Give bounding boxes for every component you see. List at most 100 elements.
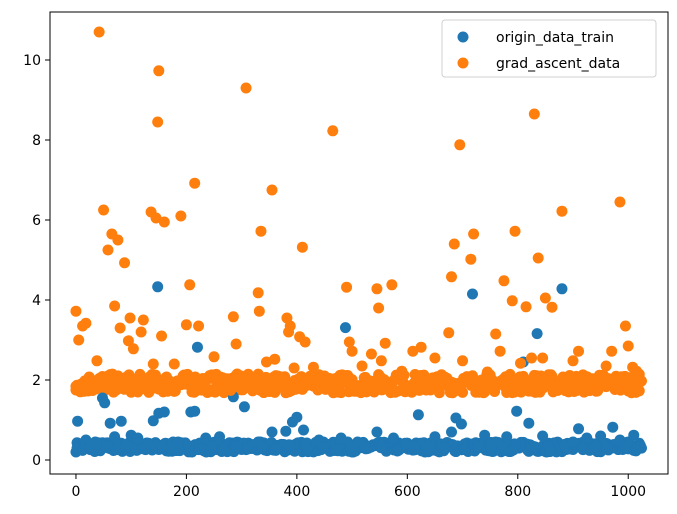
data-point — [137, 442, 149, 454]
data-point — [111, 444, 123, 456]
data-point — [180, 319, 192, 331]
data-point — [147, 358, 159, 370]
data-point — [135, 326, 147, 338]
data-point — [386, 279, 398, 291]
data-point — [461, 376, 473, 388]
data-point — [346, 345, 358, 357]
data-point — [490, 328, 502, 340]
data-point — [112, 234, 124, 246]
data-point — [581, 432, 593, 444]
data-point — [227, 311, 239, 323]
data-point — [161, 379, 173, 391]
data-point — [291, 411, 303, 423]
data-point — [178, 370, 190, 382]
data-point — [560, 442, 572, 454]
data-point — [296, 241, 308, 253]
points-layer — [70, 26, 647, 458]
data-point — [127, 343, 139, 355]
legend-label-origin-data-train: origin_data_train — [496, 30, 614, 46]
data-point — [411, 378, 423, 390]
data-point — [146, 444, 158, 456]
data-point — [351, 385, 363, 397]
data-point — [537, 430, 549, 442]
data-point — [455, 418, 467, 430]
data-point — [153, 65, 165, 77]
data-point — [407, 345, 419, 357]
data-point — [233, 378, 245, 390]
x-tick-label: 800 — [504, 484, 531, 500]
data-point — [257, 442, 269, 454]
data-point — [446, 271, 458, 283]
data-point — [336, 372, 348, 384]
legend-label-grad-ascent-data: grad_ascent_data — [496, 56, 620, 72]
data-point — [152, 281, 164, 293]
data-point — [412, 409, 424, 421]
data-point — [156, 441, 168, 453]
series-1 — [70, 26, 645, 397]
data-point — [375, 355, 387, 367]
data-point — [240, 82, 252, 94]
data-point — [468, 228, 480, 240]
data-point — [264, 385, 276, 397]
data-point — [238, 401, 250, 413]
data-point — [531, 328, 543, 340]
data-point — [597, 369, 609, 381]
data-point — [537, 352, 549, 364]
data-point — [332, 382, 344, 394]
data-point — [619, 320, 631, 332]
data-point — [451, 384, 463, 396]
data-point — [124, 312, 136, 324]
data-point — [109, 300, 121, 312]
data-point — [317, 442, 329, 454]
data-point — [193, 320, 205, 332]
data-point — [419, 383, 431, 395]
data-point — [288, 362, 300, 374]
data-point — [150, 212, 162, 224]
data-point — [507, 444, 519, 456]
y-tick-label: 6 — [32, 213, 41, 229]
data-point — [70, 305, 82, 317]
data-point — [99, 397, 111, 409]
x-tick-label: 400 — [284, 484, 311, 500]
data-point — [175, 444, 187, 456]
data-point — [546, 301, 558, 313]
y-tick-label: 2 — [32, 373, 41, 389]
data-point — [91, 355, 103, 367]
data-point — [371, 283, 383, 295]
data-point — [523, 417, 535, 429]
data-point — [532, 252, 544, 264]
data-point — [279, 371, 291, 383]
data-point — [360, 443, 372, 455]
data-point — [312, 384, 324, 396]
data-point — [601, 443, 613, 455]
data-point — [214, 431, 226, 443]
x-tick-label: 600 — [394, 484, 421, 500]
data-point — [137, 314, 149, 326]
data-point — [299, 336, 311, 348]
data-point — [307, 361, 319, 373]
data-point — [617, 377, 629, 389]
data-point — [408, 440, 420, 452]
data-point — [189, 177, 201, 189]
data-point — [168, 358, 180, 370]
data-point — [165, 442, 177, 454]
data-point — [365, 348, 377, 360]
data-point — [208, 351, 220, 363]
data-point — [512, 375, 524, 387]
data-point — [570, 383, 582, 395]
data-point — [73, 334, 85, 346]
data-point — [72, 415, 84, 427]
data-point — [343, 336, 355, 348]
data-point — [242, 443, 254, 455]
data-point — [115, 415, 127, 427]
data-point — [356, 360, 368, 372]
data-point — [259, 376, 271, 388]
data-point — [459, 444, 471, 456]
data-point — [98, 204, 110, 216]
data-point — [479, 429, 491, 441]
data-point — [631, 365, 643, 377]
data-point — [446, 426, 458, 438]
data-point — [148, 382, 160, 394]
x-tick-label: 200 — [173, 484, 200, 500]
data-point — [284, 320, 296, 332]
